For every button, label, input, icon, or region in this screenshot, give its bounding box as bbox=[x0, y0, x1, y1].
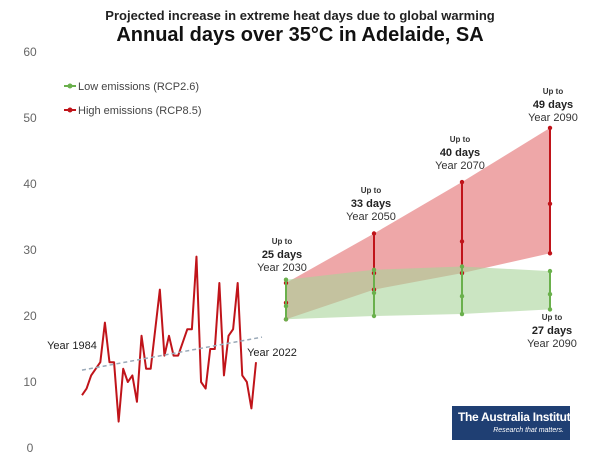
range-point-low bbox=[371, 313, 377, 319]
annotation-year: Year 2090 bbox=[528, 112, 578, 124]
range-point-low bbox=[547, 268, 553, 274]
annotation-days: 25 days bbox=[262, 249, 302, 261]
annotation-year: Year 2030 bbox=[257, 262, 307, 274]
range-point-low bbox=[371, 267, 377, 272]
range-point-low bbox=[283, 317, 289, 322]
range-point-low bbox=[459, 294, 465, 299]
logo-name: The Australia Institute bbox=[458, 410, 577, 424]
y-tick-label: 30 bbox=[23, 243, 37, 257]
australia-institute-logo: The Australia Institute Research that ma… bbox=[452, 406, 577, 440]
annotation-upto: Up to bbox=[542, 313, 563, 322]
annotation-upto: Up to bbox=[450, 135, 471, 144]
range-point-high bbox=[459, 239, 465, 244]
annotation-upto: Up to bbox=[361, 186, 382, 195]
trend-line bbox=[81, 336, 263, 371]
annotation-year: Year 2050 bbox=[346, 211, 396, 223]
y-tick-label: 60 bbox=[23, 45, 37, 59]
range-point-low bbox=[459, 311, 465, 317]
annotation-days: 40 days bbox=[440, 147, 480, 159]
y-tick-label: 10 bbox=[23, 375, 37, 389]
range-point-high bbox=[547, 251, 553, 256]
range-point-low bbox=[283, 303, 289, 309]
projection-band-high bbox=[286, 127, 550, 320]
range-point-low bbox=[547, 292, 553, 297]
y-tick-label: 20 bbox=[23, 309, 37, 323]
range-point-high bbox=[459, 179, 465, 185]
logo-tagline: Research that matters. bbox=[493, 427, 564, 434]
year-1984-label: Year 1984 bbox=[47, 340, 97, 352]
range-point-low bbox=[547, 307, 553, 312]
annotation-days: 33 days bbox=[351, 198, 391, 210]
annotation-upto: Up to bbox=[543, 87, 564, 96]
range-point-low bbox=[371, 290, 377, 296]
y-tick-label: 0 bbox=[27, 441, 34, 455]
range-point-high bbox=[547, 201, 553, 206]
range-point-high bbox=[371, 231, 377, 236]
annotation-upto: Up to bbox=[272, 237, 293, 246]
range-point-low bbox=[459, 264, 465, 269]
y-tick-label: 40 bbox=[23, 177, 37, 191]
legend-swatch-dot bbox=[67, 107, 73, 113]
projection-band-low bbox=[286, 266, 550, 320]
annotation-days: 49 days bbox=[533, 99, 573, 111]
range-point-low bbox=[283, 277, 289, 282]
range-point-high bbox=[547, 125, 553, 131]
historical-series-line bbox=[81, 255, 257, 423]
legend-label: High emissions (RCP8.5) bbox=[78, 105, 201, 117]
year-2022-label: Year 2022 bbox=[247, 347, 297, 359]
chart-title: Annual days over 35°C in Adelaide, SA bbox=[116, 24, 484, 46]
y-tick-label: 50 bbox=[23, 111, 37, 125]
annotation-year: Year 2070 bbox=[435, 160, 485, 172]
annotation-year: Year 2090 bbox=[527, 338, 577, 350]
legend-swatch-dot bbox=[67, 83, 73, 89]
legend-label: Low emissions (RCP2.6) bbox=[78, 81, 199, 93]
chart-subtitle: Projected increase in extreme heat days … bbox=[105, 8, 495, 23]
annotation-days: 27 days bbox=[532, 325, 572, 337]
